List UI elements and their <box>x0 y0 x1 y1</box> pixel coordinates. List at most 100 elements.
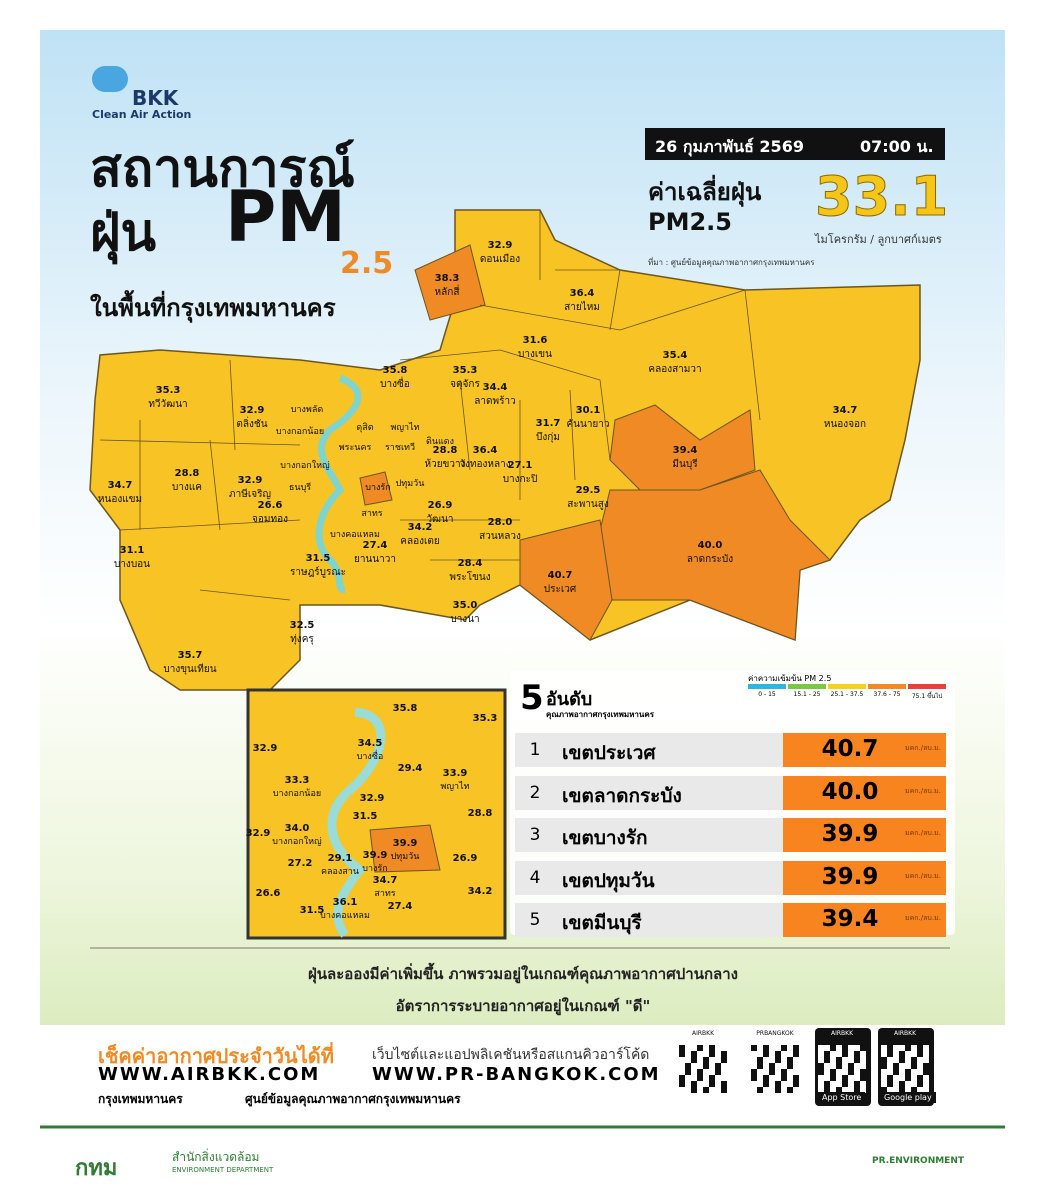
qr-cell <box>793 1051 799 1057</box>
district-value: 40.0 <box>697 540 723 551</box>
qr-code[interactable] <box>818 1045 866 1093</box>
district-name: พระนคร <box>338 443 372 453</box>
qr-cell <box>763 1045 769 1051</box>
rank-value-box <box>783 818 946 852</box>
qr-cell <box>757 1063 763 1069</box>
district-value: 35.3 <box>452 365 478 376</box>
district-name: บางกอกใหญ่ <box>272 837 322 847</box>
rank-row <box>515 775 783 810</box>
qr-cell <box>757 1087 763 1093</box>
legend-range: 0 - 15 <box>758 691 776 698</box>
district-value: 35.8 <box>392 703 418 714</box>
store-badge[interactable]: App Store <box>818 1092 866 1103</box>
facebook-page[interactable]: ศูนย์ข้อมูลคุณภาพอากาศกรุงเทพมหานคร <box>245 1092 461 1106</box>
rank-index: 4 <box>529 867 541 888</box>
qr-cell <box>854 1087 860 1093</box>
qr-cell <box>923 1063 929 1069</box>
district-name: วัฒนา <box>426 514 454 525</box>
district-value: 28.4 <box>457 558 483 569</box>
qr-cell <box>751 1069 757 1075</box>
district-name: บางรัก <box>362 864 388 874</box>
district-value: 39.4 <box>672 445 698 456</box>
district-name: ดอนเมือง <box>479 254 521 265</box>
qr-cell <box>787 1057 793 1063</box>
district-value: 31.1 <box>119 545 145 556</box>
inset-river <box>327 707 386 938</box>
district-value: 38.3 <box>434 273 460 284</box>
district-value: 35.4 <box>662 350 688 361</box>
qr-cell <box>893 1069 899 1075</box>
brand: BKK <box>132 86 179 110</box>
district-name: สาทร <box>374 889 396 899</box>
qr-cell <box>781 1069 787 1075</box>
district-name: ปทุมวัน <box>390 852 420 862</box>
web-link[interactable]: WWW.PR-BANGKOK.COM <box>372 1064 661 1085</box>
district-value: 27.2 <box>287 858 313 869</box>
rank-subtitle: คุณภาพอากาศกรุงเทพมหานคร <box>546 710 655 719</box>
qr-code[interactable] <box>679 1045 727 1093</box>
qr-cell <box>899 1087 905 1093</box>
rank-row <box>515 860 783 895</box>
district-value: 31.6 <box>522 335 548 346</box>
footer-dept: สำนักสิ่งแวดล้อม <box>172 1150 260 1164</box>
district-value: 36.4 <box>569 288 595 299</box>
rank-value: 39.9 <box>821 821 879 847</box>
district-name: มีนบุรี <box>672 459 698 470</box>
title-line1: สถานการณ์ <box>90 139 355 199</box>
district-name: ธนบุรี <box>288 483 312 493</box>
rank-index: 2 <box>529 782 541 803</box>
facebook-page[interactable]: กรุงเทพมหานคร <box>98 1092 183 1106</box>
qr-cell <box>691 1057 697 1063</box>
qr-label: AIRBKK <box>893 1030 917 1037</box>
river <box>315 374 362 594</box>
qr-cell <box>899 1081 905 1087</box>
district-name: บางนา <box>450 614 480 625</box>
district-value: 34.2 <box>467 886 493 897</box>
rank-district: เขตประเวศ <box>562 742 656 764</box>
district-name: ดินแดง <box>425 437 455 447</box>
source: ที่มา : ศูนย์ข้อมูลคุณภาพอากาศกรุงเทพมหา… <box>648 258 815 267</box>
qr-cell <box>836 1057 842 1063</box>
qr-cell <box>709 1045 715 1051</box>
store-badge[interactable]: Google play <box>880 1092 936 1103</box>
district-name: คลองเตย <box>400 536 440 547</box>
district-name: หนองจอก <box>823 419 867 430</box>
district-value: 32.9 <box>237 475 263 486</box>
qr-cell <box>709 1075 715 1081</box>
qr-cell <box>763 1081 769 1087</box>
qr-cell <box>830 1069 836 1075</box>
qr-cell <box>905 1069 911 1075</box>
qr-cell <box>887 1045 893 1051</box>
district-value: 34.0 <box>284 823 310 834</box>
contact-heading: เช็คค่าอากาศประจำวันได้ที่ <box>98 1044 334 1068</box>
qr-cell <box>679 1045 685 1051</box>
district-value: 32.9 <box>487 240 513 251</box>
district-value: 35.7 <box>177 650 203 661</box>
rank-district: เขตลาดกระบัง <box>562 784 682 807</box>
qr-cell <box>893 1063 899 1069</box>
qr-cell <box>697 1045 703 1051</box>
district-value: 32.9 <box>245 828 271 839</box>
district-name: คันนายาว <box>566 419 610 430</box>
qr-cell <box>691 1051 697 1057</box>
time: 07:00 น. <box>860 137 934 156</box>
qr-code[interactable] <box>751 1045 799 1093</box>
qr-cell <box>793 1075 799 1081</box>
district-value: 36.4 <box>472 445 498 456</box>
qr-cell <box>911 1087 917 1093</box>
qr-cell <box>854 1051 860 1057</box>
qr-cell <box>703 1063 709 1069</box>
district-name: ประเวศ <box>543 584 577 595</box>
rank-value: 40.7 <box>821 736 879 762</box>
web-link[interactable]: WWW.AIRBKK.COM <box>98 1064 321 1085</box>
avg-value: 33.1 <box>814 165 949 229</box>
legend-swatch <box>788 684 826 689</box>
qr-cell <box>769 1063 775 1069</box>
district-name: บางคอแหลม <box>330 530 380 540</box>
qr-cell <box>887 1051 893 1057</box>
qr-cell <box>842 1081 848 1087</box>
district-name: ตลิ่งชัน <box>236 419 268 430</box>
district-value: 34.7 <box>372 875 398 886</box>
qr-code[interactable] <box>881 1045 929 1093</box>
